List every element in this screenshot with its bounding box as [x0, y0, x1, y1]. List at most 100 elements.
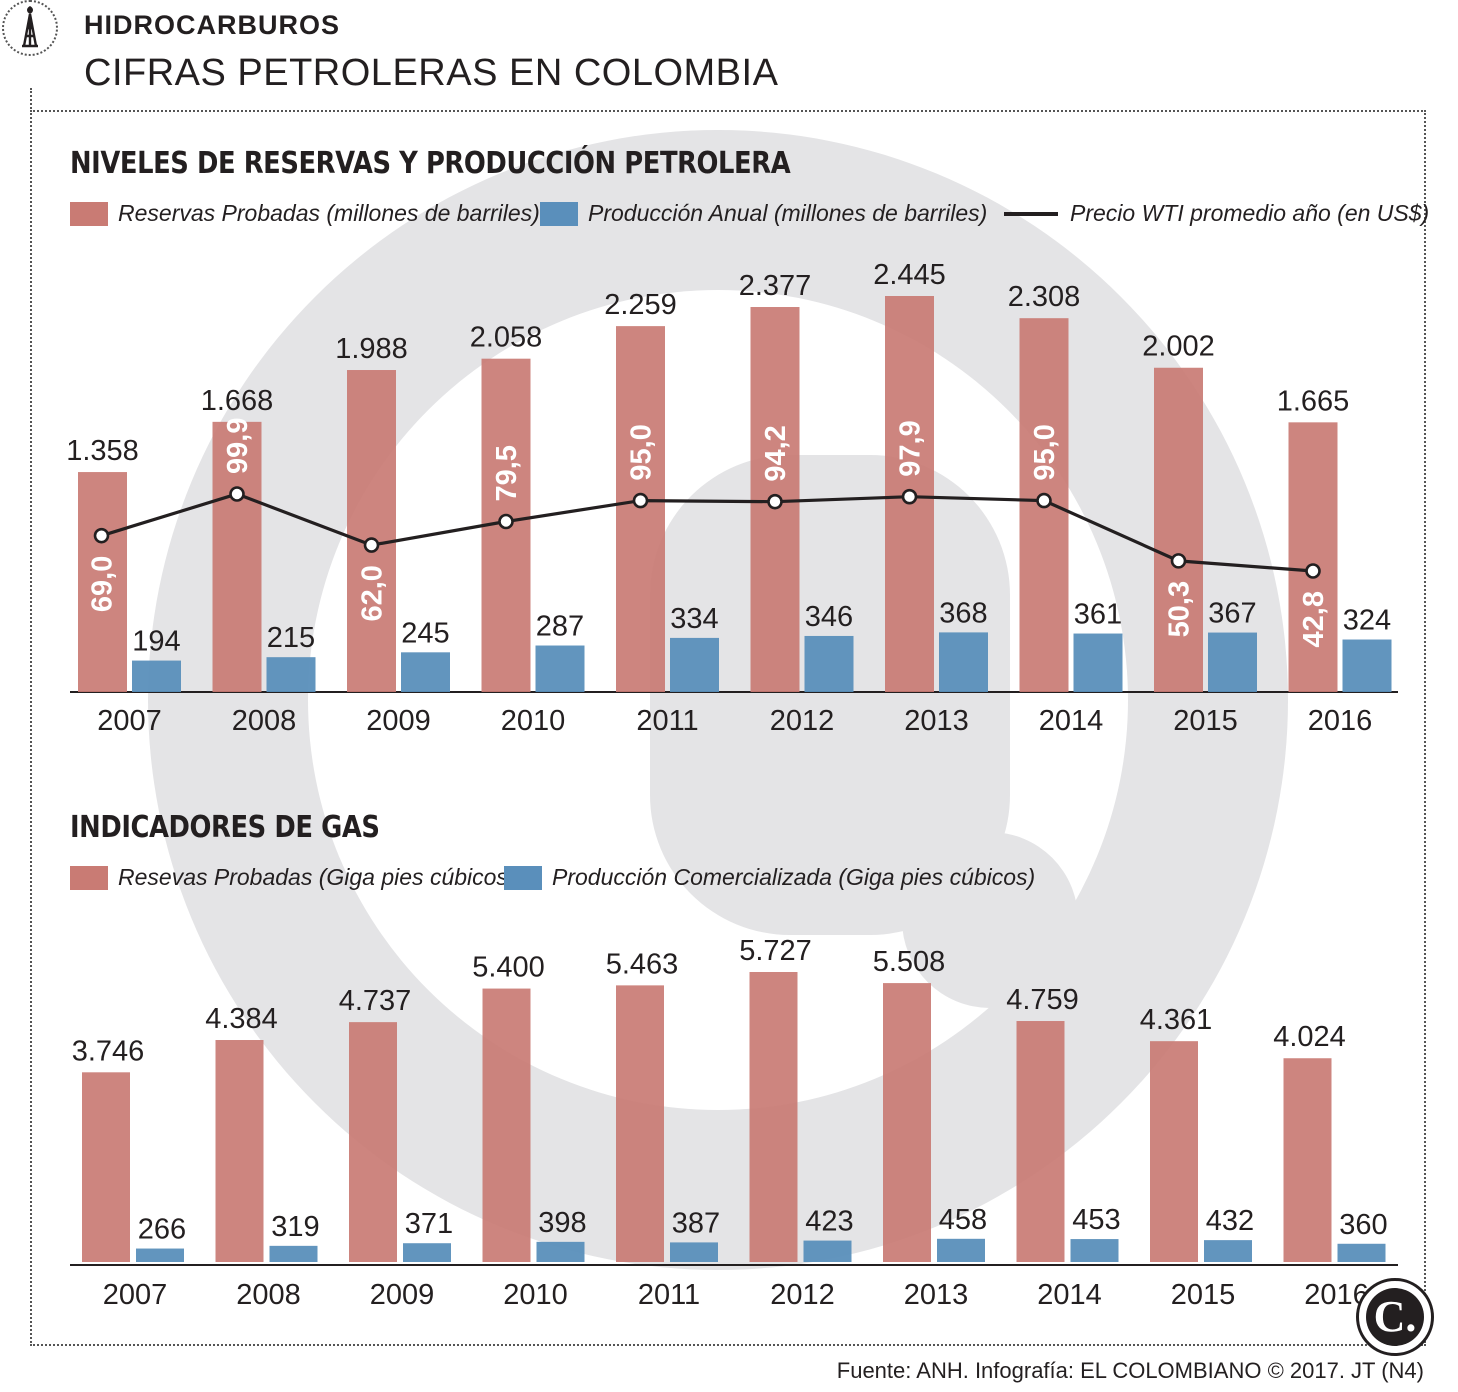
- frame-stub: [30, 88, 32, 112]
- price-label: 69,0: [87, 556, 119, 612]
- x-tick-label: 2008: [236, 1279, 301, 1311]
- data-label-production: 458: [939, 1204, 987, 1236]
- price-point: [1036, 492, 1052, 509]
- x-tick-label: 2011: [636, 705, 698, 737]
- price-label: 99,9: [222, 418, 254, 474]
- bar-reserves: [1283, 1058, 1332, 1262]
- price-label: 95,0: [1029, 424, 1061, 480]
- legend-label: Precio WTI promedio año (en US$): [1070, 200, 1430, 226]
- bar-reserves: [215, 1040, 264, 1262]
- x-tick-label: 2015: [1171, 1279, 1236, 1311]
- price-label: 62,0: [357, 565, 389, 621]
- legend-swatch-reserves: [70, 201, 108, 226]
- bar-production: [1073, 633, 1123, 692]
- bar-reserves: [749, 972, 798, 1262]
- price-point: [1170, 553, 1187, 569]
- data-label-production: 266: [138, 1214, 186, 1246]
- x-tick-label: 2012: [770, 1279, 835, 1311]
- x-tick-label: 2007: [103, 1279, 168, 1311]
- data-label-production: 423: [805, 1206, 853, 1238]
- data-label-reserves: 3.746: [72, 1035, 145, 1067]
- data-label-reserves: 4.384: [205, 1003, 278, 1035]
- x-tick-label: 2015: [1173, 705, 1238, 737]
- bar-reserves: [82, 1072, 130, 1262]
- bar-production: [136, 1248, 184, 1262]
- legend-label: Producción Comercializada (Giga pies cúb…: [552, 864, 1036, 890]
- price-point: [363, 537, 380, 553]
- bar-reserves: [212, 421, 262, 692]
- price-label: 95,0: [626, 424, 658, 480]
- bar-reserves: [1150, 1041, 1198, 1262]
- bar-reserves: [1288, 422, 1338, 692]
- x-tick-label: 2007: [97, 705, 162, 737]
- bar-production: [1070, 1239, 1119, 1262]
- bar-production: [670, 1242, 718, 1262]
- bar-reserves: [883, 983, 931, 1262]
- data-label-production: 360: [1339, 1209, 1387, 1241]
- x-tick-label: 2016: [1308, 705, 1373, 737]
- bar-reserves: [616, 985, 664, 1262]
- data-label-reserves: 2.445: [873, 259, 946, 291]
- price-label: 50,3: [1164, 581, 1196, 637]
- price-point: [229, 486, 245, 502]
- data-label-reserves: 5.463: [606, 948, 679, 980]
- data-label-production: 361: [1074, 599, 1122, 631]
- bar-reserves: [78, 472, 127, 692]
- gas-section-title: INDICADORES DE GAS: [70, 810, 380, 845]
- bar-production: [269, 1245, 318, 1262]
- data-label-production: 319: [271, 1211, 319, 1243]
- data-label-production: 398: [538, 1207, 586, 1239]
- data-label-production: 287: [536, 611, 584, 643]
- x-tick-label: 2011: [638, 1279, 700, 1311]
- x-tick-label: 2012: [770, 705, 835, 737]
- bar-production: [1337, 1243, 1386, 1262]
- x-tick-label: 2009: [370, 1279, 435, 1311]
- data-label-production: 453: [1072, 1204, 1120, 1236]
- price-point: [498, 513, 514, 530]
- bar-production: [266, 657, 316, 692]
- bar-reserves: [349, 1022, 397, 1262]
- oil-derrick-icon: [2, 0, 58, 56]
- data-label-production: 245: [401, 617, 449, 649]
- brand-logo: C.: [1356, 1278, 1434, 1356]
- legend-swatch-line: [1004, 211, 1058, 216]
- data-label-production: 215: [267, 622, 315, 654]
- data-label-production: 324: [1343, 605, 1391, 637]
- data-label-production: 387: [672, 1207, 720, 1239]
- price-point: [767, 493, 783, 510]
- data-label-reserves: 4.361: [1140, 1004, 1213, 1036]
- bar-production: [536, 1241, 585, 1262]
- bar-production: [670, 637, 719, 692]
- data-label-reserves: 5.400: [472, 952, 545, 984]
- data-label-reserves: 2.308: [1008, 281, 1081, 313]
- price-point: [901, 488, 918, 505]
- legend-gas-production: Producción Comercializada (Giga pies cúb…: [504, 864, 1035, 891]
- data-label-reserves: 4.737: [339, 985, 412, 1017]
- price-line: [101, 492, 1314, 573]
- data-label-production: 334: [670, 603, 718, 635]
- source-note: Fuente: ANH. Infografía: EL COLOMBIANO ©…: [836, 1358, 1424, 1383]
- x-tick-label: 2013: [904, 1279, 969, 1311]
- bar-reserves: [1016, 1021, 1065, 1262]
- price-label: 79,5: [491, 445, 523, 501]
- legend-oil-reserves: Reservas Probadas (millones de barriles): [70, 200, 540, 227]
- bar-production: [937, 1238, 985, 1262]
- data-label-reserves: 2.259: [604, 289, 677, 321]
- bar-production: [1342, 639, 1392, 692]
- page-title: CIFRAS PETROLERAS EN COLOMBIA: [84, 52, 779, 94]
- data-label-production: 368: [939, 597, 987, 629]
- bar-production: [535, 645, 585, 692]
- data-label-production: 367: [1208, 598, 1256, 630]
- bar-production: [939, 632, 988, 692]
- data-label-production: 371: [405, 1208, 453, 1240]
- data-label-production: 346: [805, 601, 853, 633]
- kicker: HIDROCARBUROS: [84, 10, 340, 40]
- data-label-reserves: 5.727: [739, 935, 812, 967]
- price-point: [632, 492, 649, 509]
- oil-section-title: NIVELES DE RESERVAS Y PRODUCCIÓN PETROLE…: [70, 146, 791, 181]
- legend-label: Resevas Probadas (Giga pies cúbicos): [118, 864, 516, 890]
- bar-production: [132, 660, 181, 692]
- price-label: 94,2: [760, 425, 792, 481]
- legend-oil-production: Producción Anual (millones de barriles): [540, 200, 987, 227]
